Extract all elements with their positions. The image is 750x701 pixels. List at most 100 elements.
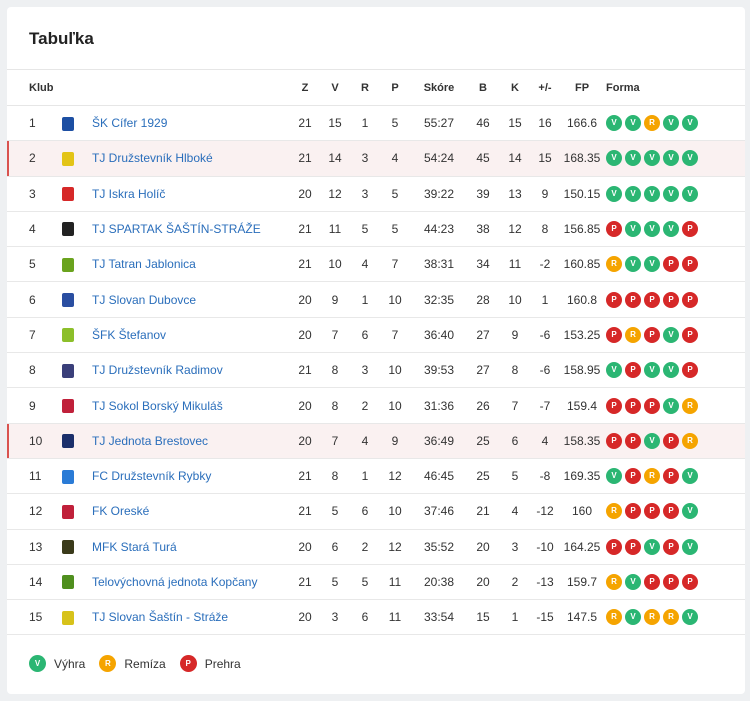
club-link[interactable]: FK Oreské (92, 504, 150, 519)
draws-cell: 4 (361, 433, 369, 448)
table-row[interactable]: 15 TJ Slovan Šaštín - Stráže 20 3 6 11 33:54 15… (7, 600, 745, 635)
header-score: Skóre (410, 69, 468, 106)
club-crest-icon (62, 187, 74, 202)
header-draws: R (350, 69, 380, 106)
table-row[interactable]: 3 TJ Iskra Holíč 20 12 3 5 39:22 39 13 9 150.15 V V V… (7, 176, 745, 212)
club-cell: Telovýchovná jednota Kopčany (92, 564, 290, 599)
points-cell: 20 (476, 539, 490, 554)
table-row[interactable]: 13 MFK Stará Turá 20 6 2 12 35:52 20 3 -10 164.25 P… (7, 529, 745, 565)
header-diff: +/- (532, 69, 558, 106)
score-cell: 39:22 (423, 186, 455, 201)
loss-badge-icon: P (644, 326, 660, 343)
score-cell: 20:38 (423, 575, 455, 589)
played-cell: 20 (298, 610, 312, 625)
club-cell: ŠFK Štefanov (92, 317, 290, 352)
k-cell: 14 (508, 151, 522, 166)
club-link[interactable]: TJ SPARTAK ŠAŠTÍN-STRÁŽE (92, 222, 261, 237)
club-cell: ŠK Cífer 1929 (92, 106, 290, 141)
page-title: Tabuľka (29, 29, 94, 48)
win-badge-icon: V (682, 538, 698, 555)
draws-cell: 5 (361, 222, 369, 237)
diff-cell: 4 (541, 433, 549, 448)
win-badge-icon: V (606, 115, 622, 132)
table-row[interactable]: 4 TJ SPARTAK ŠAŠTÍN-STRÁŽE 21 11 5 5 44:23 38 12… (7, 211, 745, 247)
points-cell: 45 (476, 151, 490, 166)
table-row[interactable]: 10 TJ Jednota Brestovec 20 7 4 9 36:49 25 6 4 158.… (7, 423, 745, 459)
diff-cell: -13 (536, 575, 554, 589)
table-row[interactable]: 8 TJ Družstevník Radimov 21 8 3 10 39:53 27 8 -6 1… (7, 353, 745, 388)
draw-badge-icon: R (663, 609, 679, 626)
score-cell: 44:23 (423, 222, 455, 237)
loss-badge-icon: P (682, 291, 698, 308)
club-link[interactable]: FC Družstevník Rybky (92, 469, 212, 484)
win-badge-icon: V (682, 503, 698, 520)
club-crest-icon (62, 504, 74, 519)
draw-badge-icon: R (682, 432, 698, 449)
club-cell: TJ Slovan Šaštín - Stráže (92, 600, 290, 635)
table-row[interactable]: 12 FK Oreské 21 5 6 10 37:46 21 4 -12 160 R P P P V (7, 494, 745, 530)
score-cell: 36:49 (423, 433, 455, 448)
table-row[interactable]: 6 TJ Slovan Dubovce 20 9 1 10 32:35 28 10 1 160.8 P… (7, 282, 745, 318)
win-badge-icon: V (644, 150, 660, 167)
wins-cell: 9 (331, 292, 339, 307)
club-link[interactable]: TJ Iskra Holíč (92, 186, 166, 201)
table-row[interactable]: 14 Telovýchovná jednota Kopčany 21 5 5 11 20:3… (7, 564, 745, 600)
club-link[interactable]: TJ Tatran Jablonica (92, 257, 196, 272)
position-cell: 14 (29, 575, 43, 589)
win-badge-icon: V (644, 362, 660, 379)
loss-badge-icon: P (682, 221, 698, 238)
losses-cell: 7 (391, 327, 399, 342)
k-cell: 13 (508, 186, 522, 201)
club-link[interactable]: TJ Družstevník Radimov (92, 363, 223, 378)
win-badge-icon: V (625, 609, 641, 626)
table-row[interactable]: 9 TJ Sokol Borský Mikuláš 20 8 2 10 31:36 26 7 -7… (7, 388, 745, 424)
club-link[interactable]: MFK Stará Turá (92, 539, 177, 554)
club-cell: TJ Slovan Dubovce (92, 282, 290, 317)
table-row[interactable]: 11 FC Družstevník Rybky 21 8 1 12 46:45 25 5 -8 16… (7, 458, 745, 494)
k-cell: 15 (508, 116, 522, 131)
club-link[interactable]: TJ Jednota Brestovec (92, 433, 209, 448)
club-cell: TJ Iskra Holíč (92, 176, 290, 211)
losses-cell: 5 (391, 116, 399, 131)
draw-badge-icon: R (644, 468, 660, 485)
position-cell: 2 (7, 140, 62, 176)
crest-cell (62, 141, 92, 176)
win-badge-icon: V (644, 432, 660, 449)
club-link[interactable]: TJ Slovan Dubovce (92, 292, 197, 307)
draw-badge-icon: R (625, 326, 641, 343)
win-badge-icon: V (625, 256, 641, 273)
win-badge-icon: V (606, 362, 622, 379)
played-cell: 20 (298, 398, 312, 413)
club-link[interactable]: Telovýchovná jednota Kopčany (92, 575, 258, 589)
table-row[interactable]: 5 TJ Tatran Jablonica 21 10 4 7 38:31 34 11 -2 160… (7, 247, 745, 282)
fp-cell: 160 (571, 504, 593, 519)
legend-item-win: V Výhra (29, 655, 85, 672)
loss-badge-icon: P (625, 291, 641, 308)
losses-cell: 12 (388, 469, 402, 484)
losses-cell: 4 (391, 151, 399, 166)
losses-cell: 10 (388, 363, 402, 378)
table-row[interactable]: 2 TJ Družstevník Hlboké 21 14 3 4 54:24 45 14 15 1… (7, 140, 745, 177)
losses-cell: 11 (388, 575, 402, 589)
header-form: Forma (606, 69, 745, 106)
k-cell: 6 (511, 433, 519, 448)
position-cell: 8 (29, 363, 36, 378)
club-link[interactable]: TJ Družstevník Hlboké (92, 151, 213, 166)
crest-cell (62, 106, 92, 141)
position-cell: 12 (29, 504, 43, 519)
table-row[interactable]: 7 ŠFK Štefanov 20 7 6 7 36:40 27 9 -6 153.25 P R P V P (7, 317, 745, 353)
win-badge-icon: V (663, 185, 679, 202)
table-row[interactable]: 1 ŠK Cífer 1929 21 15 1 5 55:27 46 15 16 166.6 V V R V… (7, 106, 745, 141)
club-link[interactable]: ŠK Cífer 1929 (92, 116, 168, 131)
played-cell: 21 (298, 222, 312, 237)
club-link[interactable]: TJ Slovan Šaštín - Stráže (92, 610, 229, 625)
club-link[interactable]: TJ Sokol Borský Mikuláš (92, 398, 223, 413)
club-link[interactable]: ŠFK Štefanov (92, 327, 167, 342)
position-cell: 15 (29, 610, 43, 625)
header-club: Klub (7, 69, 290, 106)
loss-badge-icon: P (179, 655, 197, 672)
